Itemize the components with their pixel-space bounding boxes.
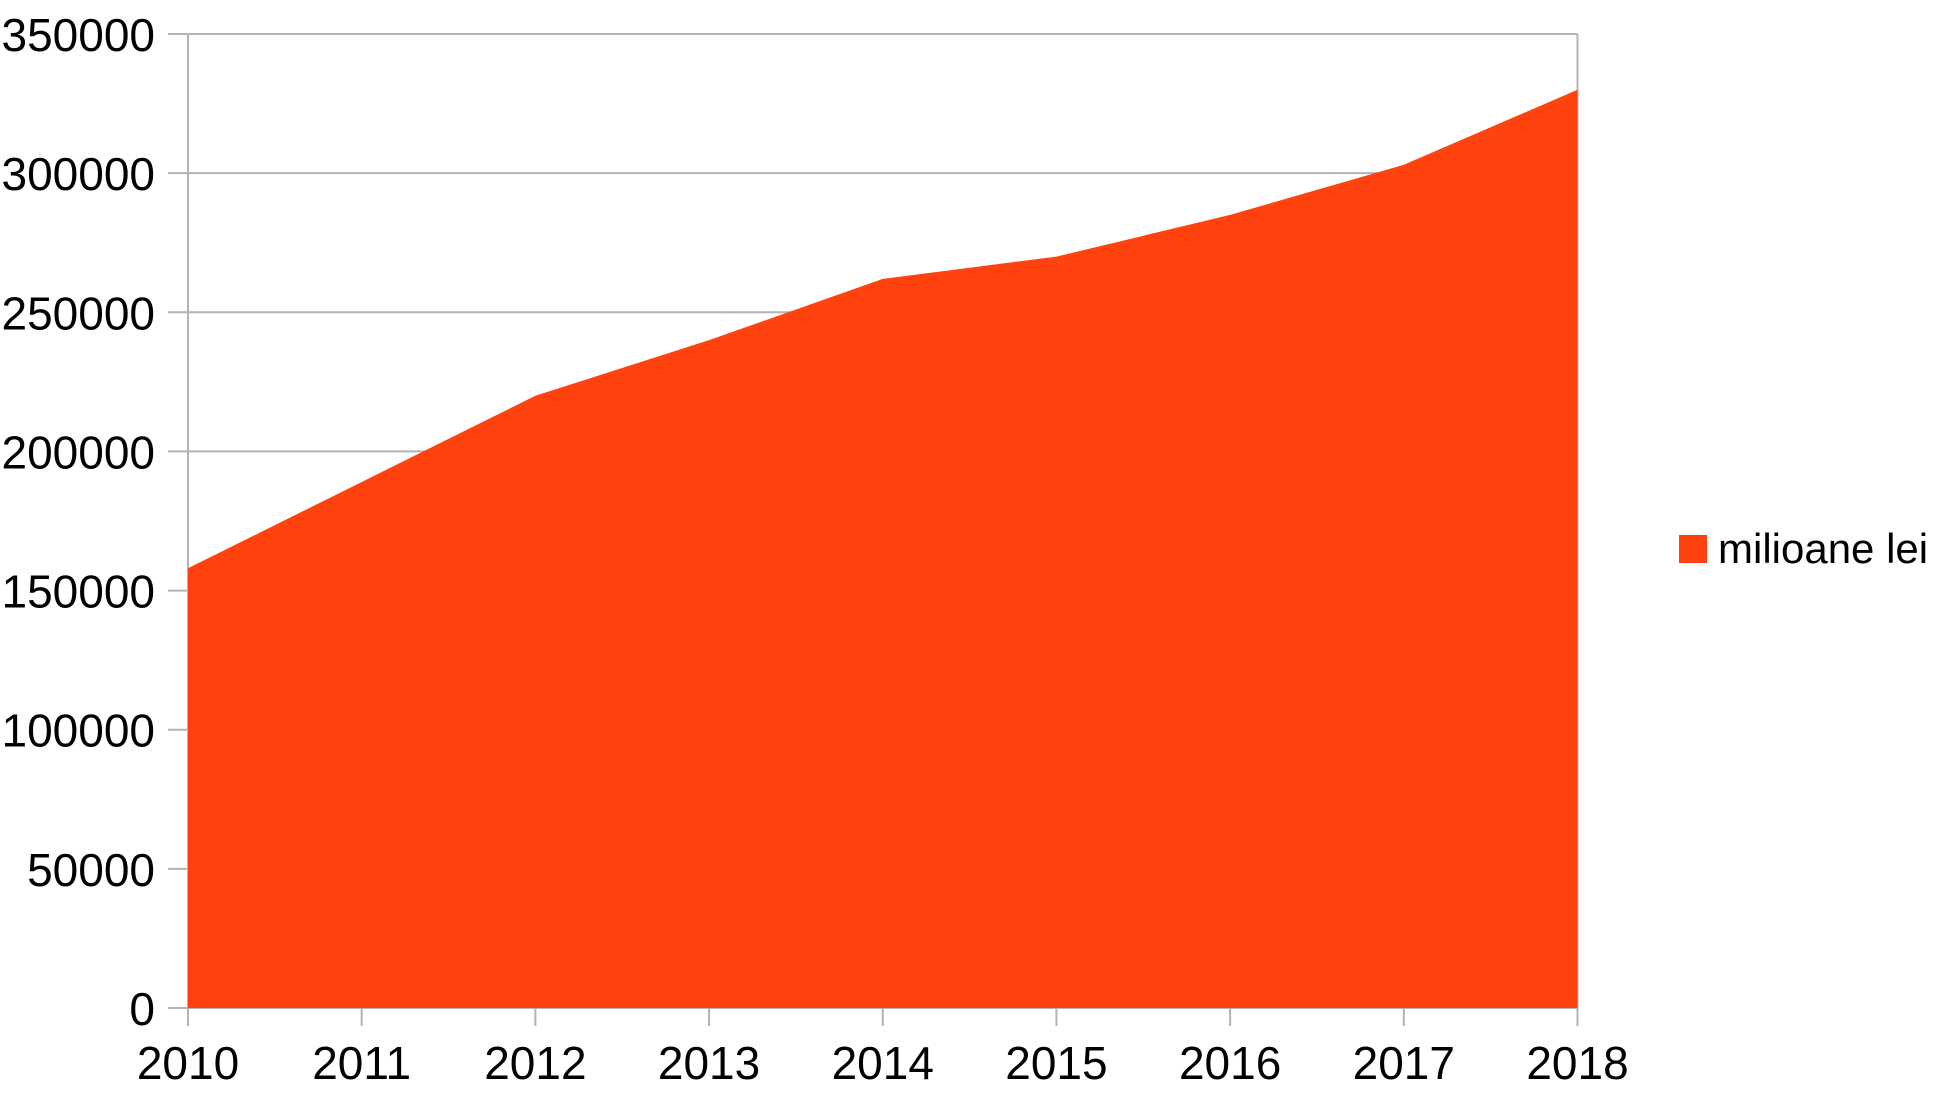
x-axis-tick-label: 2012 — [484, 1037, 586, 1089]
x-axis-tick-label: 2016 — [1179, 1037, 1281, 1089]
legend-color-swatch — [1679, 535, 1707, 563]
y-axis-tick-label: 300000 — [2, 148, 156, 200]
x-axis-tick-label: 2015 — [1005, 1037, 1107, 1089]
y-axis-tick-label: 250000 — [2, 287, 156, 339]
x-axis-tick-label: 2013 — [658, 1037, 760, 1089]
y-axis-tick-label: 100000 — [2, 705, 156, 757]
y-axis-tick-label: 150000 — [2, 566, 156, 618]
chart-legend: milioane lei — [1679, 527, 1928, 571]
x-axis-tick-label: 2017 — [1353, 1037, 1455, 1089]
x-axis-tick-label: 2014 — [832, 1037, 934, 1089]
y-axis-tick-label: 0 — [129, 983, 155, 1035]
y-axis-tick-label: 200000 — [2, 426, 156, 478]
x-axis-tick-label: 2010 — [137, 1037, 239, 1089]
area-series — [188, 89, 1578, 1008]
y-axis-tick-label: 50000 — [27, 844, 155, 896]
y-axis-tick-label: 350000 — [2, 9, 156, 61]
x-axis-tick-label: 2011 — [312, 1037, 411, 1089]
legend-label: milioane lei — [1718, 525, 1929, 572]
x-axis-tick-label: 2018 — [1526, 1037, 1628, 1089]
